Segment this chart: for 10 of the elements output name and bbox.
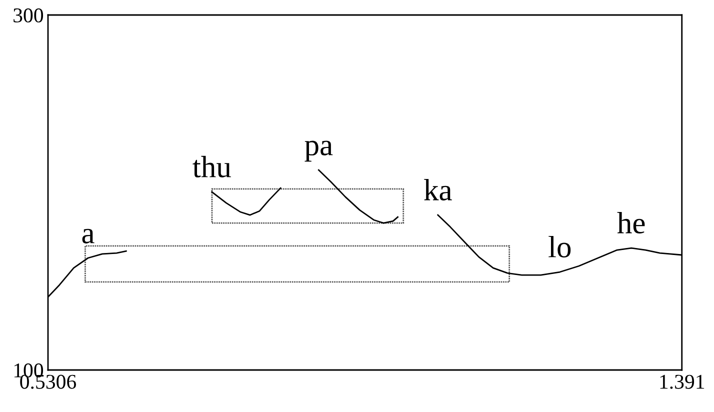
x-tick-label: 1.391 (660, 374, 704, 389)
y-tick-label: 300 (14, 8, 44, 22)
line-series (211, 187, 282, 216)
annotation: lo (548, 236, 571, 258)
annotation: he (617, 212, 645, 234)
annotation: a (82, 228, 94, 244)
annotation: ka (424, 179, 452, 201)
annotation: thu (192, 156, 231, 178)
annotation: pa (304, 140, 333, 162)
line-series (318, 169, 398, 224)
